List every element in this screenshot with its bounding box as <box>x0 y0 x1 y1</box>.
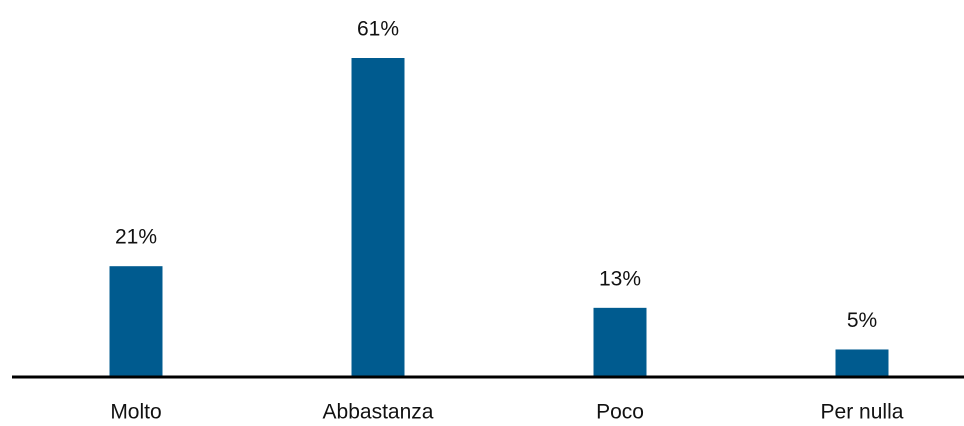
bar <box>593 307 647 376</box>
x-tick-label: Abbastanza <box>323 401 434 424</box>
x-tick-label: Per nulla <box>821 401 904 424</box>
value-label: 21% <box>115 226 157 249</box>
value-label: 61% <box>357 18 399 41</box>
bar <box>109 266 163 376</box>
bar <box>835 349 889 376</box>
value-label: 13% <box>599 267 641 290</box>
bar <box>351 58 405 376</box>
x-tick-label: Poco <box>596 401 644 424</box>
x-tick-label: Molto <box>110 401 161 424</box>
value-label: 5% <box>847 309 877 332</box>
